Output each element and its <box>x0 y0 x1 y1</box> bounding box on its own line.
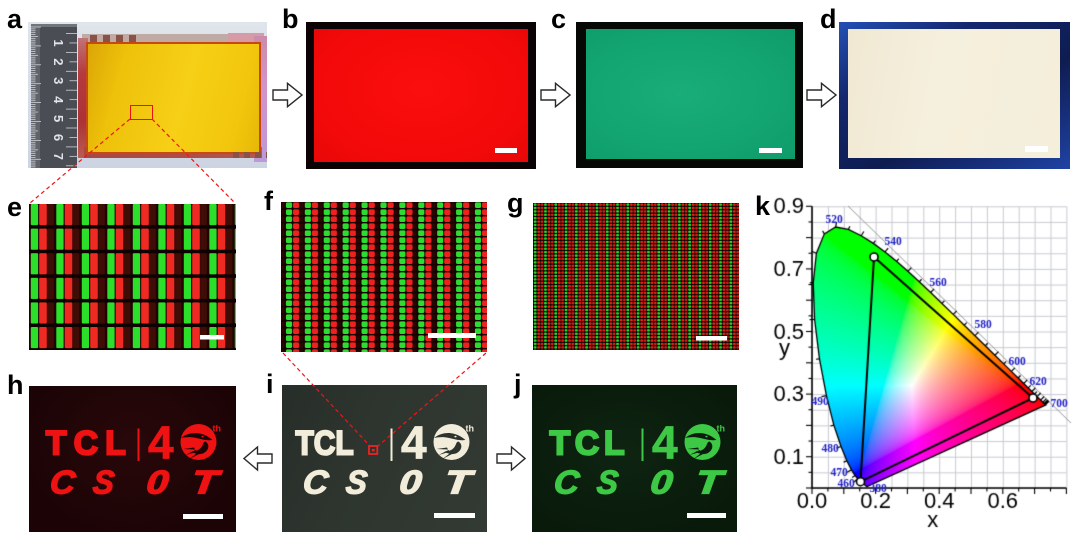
svg-text:6: 6 <box>51 134 66 141</box>
svg-text:TCL: TCL <box>46 424 133 462</box>
svg-text:1: 1 <box>51 39 66 46</box>
svg-text:4: 4 <box>51 96 66 104</box>
svg-text:7: 7 <box>51 153 66 160</box>
svg-text:2: 2 <box>51 58 66 65</box>
svg-text:TCL: TCL <box>550 424 630 462</box>
svg-text:TCL: TCL <box>296 424 354 462</box>
svg-text:3: 3 <box>51 77 66 84</box>
svg-text:5: 5 <box>51 115 66 122</box>
